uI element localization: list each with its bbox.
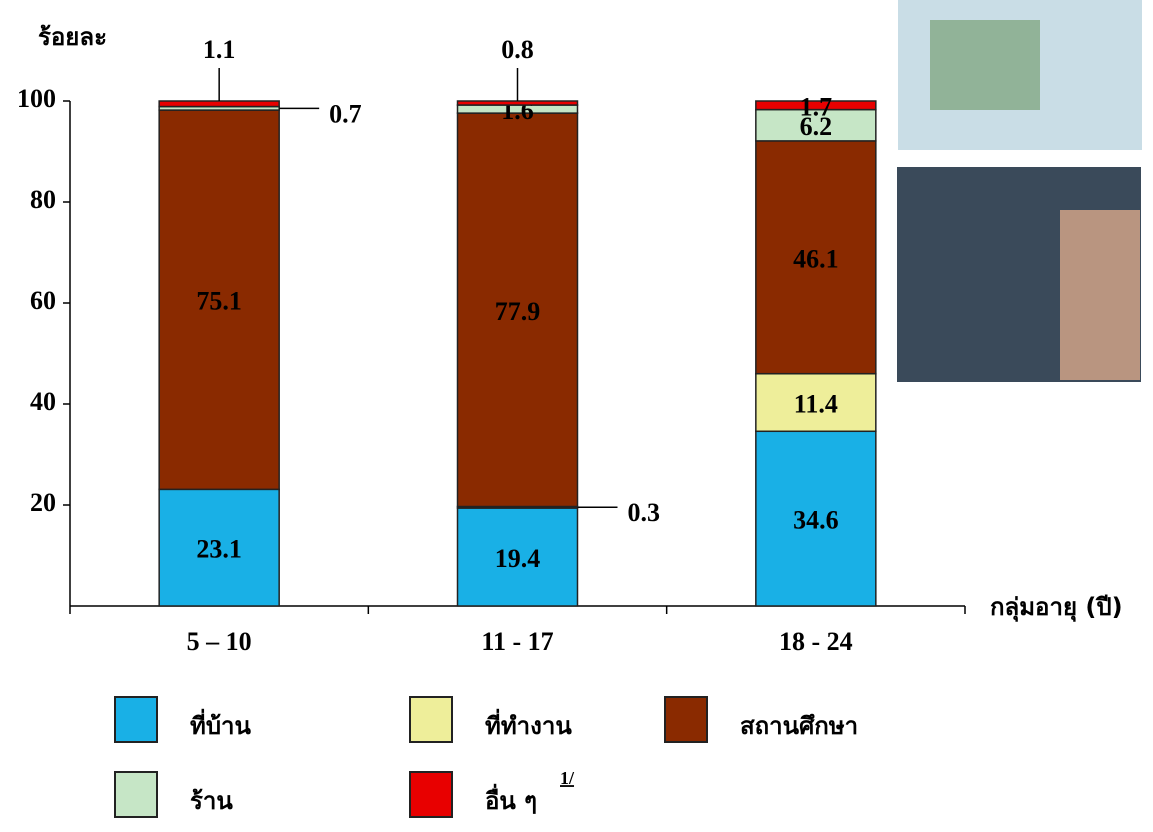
value-label: 46.1 — [793, 244, 839, 273]
legend-swatch — [409, 771, 453, 818]
legend-label: ที่บ้าน — [190, 708, 252, 740]
y-tick-label: 60 — [30, 286, 56, 315]
bar-segment — [158, 109, 280, 491]
bar-segment — [755, 372, 877, 433]
y-tick-label: 100 — [17, 84, 56, 113]
legend-label: ร้าน — [190, 787, 233, 815]
value-label: 75.1 — [196, 287, 242, 316]
x-tick-label: 11 - 17 — [481, 627, 553, 656]
bar-segment — [755, 100, 877, 111]
legend-label: ที่ทำงาน — [485, 708, 572, 740]
legend-swatch — [114, 771, 158, 818]
bar-segment — [158, 100, 280, 108]
value-label: 34.6 — [793, 506, 839, 535]
bar-segment — [456, 100, 579, 106]
legend-swatch — [664, 696, 708, 743]
x-axis-label: กลุ่มอายุ (ปี) — [990, 593, 1123, 623]
illustration-detail — [930, 20, 1040, 110]
legend-label: สถานศึกษา — [740, 712, 858, 740]
value-label: 6.2 — [800, 112, 833, 141]
value-label: 23.1 — [196, 535, 242, 564]
x-tick-label: 5 – 10 — [187, 627, 252, 656]
bar-segment — [456, 507, 579, 607]
value-label: 11.4 — [794, 389, 838, 418]
value-label: 19.4 — [495, 544, 541, 573]
y-tick-label: 20 — [30, 488, 56, 517]
photo-detail — [1060, 210, 1140, 380]
y-tick-label: 80 — [30, 185, 56, 214]
bar-segment — [158, 488, 280, 607]
value-label: 1.7 — [800, 92, 833, 121]
legend-swatch — [114, 696, 158, 743]
footnote-mark: 1/ — [560, 768, 575, 788]
bar-segment — [755, 140, 877, 375]
value-label: 0.7 — [329, 99, 362, 128]
y-tick-label: 40 — [30, 387, 56, 416]
bar-segment — [456, 112, 579, 508]
x-tick-label: 18 - 24 — [779, 627, 853, 656]
value-label: 0.8 — [501, 35, 534, 64]
y-axis-label: ร้อยละ — [38, 23, 107, 51]
value-label: 77.9 — [495, 297, 541, 326]
value-label: 0.3 — [628, 498, 661, 527]
legend-swatch — [409, 696, 453, 743]
bar-segment — [755, 430, 877, 607]
value-label: 1.1 — [203, 35, 236, 64]
legend-label: อื่น ๆ — [485, 783, 537, 815]
